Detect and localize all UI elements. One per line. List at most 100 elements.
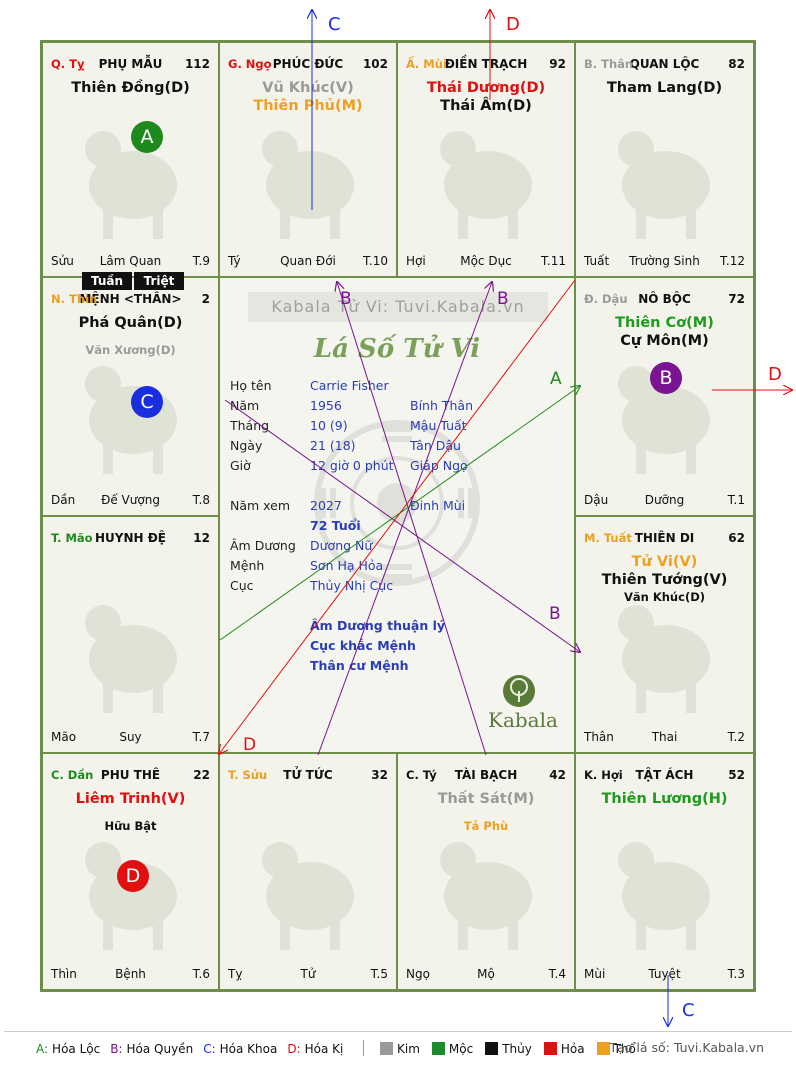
info-label: Họ tên bbox=[230, 378, 272, 393]
pig-zodiac-icon bbox=[618, 842, 710, 950]
palace-name: HUYNH ĐỆ bbox=[95, 531, 166, 545]
palace-branch: N. Thìn bbox=[51, 292, 98, 306]
palace-stars: Thiên Cơ(M) Cự Môn(M) bbox=[576, 314, 753, 350]
label-top-c: C bbox=[328, 14, 341, 35]
footer-left: Dần bbox=[51, 493, 76, 507]
site-watermark: Kabala Tử Vi: Tuvi.Kabala.vn bbox=[248, 292, 548, 322]
palace-footer: Tuyệt Mùi T.3 bbox=[584, 967, 745, 981]
palace-cell: TÀI BẠCH C. Tý 42 Thất Sát(M) Tả Phù Mộ Ngọ T.4 bbox=[397, 753, 575, 990]
palace-footer: Quan Đới Tý T.10 bbox=[228, 254, 388, 268]
info-value: 10 (9) bbox=[310, 418, 348, 433]
palace-branch: C. Tý bbox=[406, 768, 437, 782]
goat-zodiac-icon bbox=[440, 131, 532, 239]
info-note: Âm Dương thuận lý bbox=[310, 618, 446, 633]
transform-marker-a: A bbox=[131, 121, 163, 153]
minor-star bbox=[398, 808, 574, 818]
minor-star bbox=[43, 808, 218, 818]
palace-cell: NÔ BỘC Đ. Dậu 72 Thiên Cơ(M) Cự Môn(M) B Dưỡng… bbox=[575, 277, 754, 516]
tuan-tag: Tuần bbox=[82, 272, 132, 290]
legend-transform-label: Hóa Lộc bbox=[52, 1042, 101, 1056]
palace-branch: Đ. Dậu bbox=[584, 292, 628, 306]
palace-header: PHÚC ĐỨC G. Ngọ 102 bbox=[228, 57, 388, 73]
palace-header: HUYNH ĐỆ T. Mão 12 bbox=[51, 531, 210, 547]
footer-right: T.10 bbox=[363, 254, 388, 268]
transform-marker-c: C bbox=[131, 386, 163, 418]
info-value-canchi: Giáp Ngọ bbox=[410, 458, 468, 473]
legend-element-label: Thủy bbox=[502, 1042, 532, 1056]
info-label: Năm bbox=[230, 398, 260, 413]
kabala-logo: Kabala bbox=[488, 674, 568, 734]
palace-name: PHỤ MẪU bbox=[98, 57, 163, 71]
main-star: Tham Lang(D) bbox=[606, 80, 723, 96]
footer-right: T.7 bbox=[192, 730, 210, 744]
info-label: Tháng bbox=[230, 418, 270, 433]
main-star: Thiên Lương(H) bbox=[601, 791, 728, 807]
palace-footer: Tử Tỵ T.5 bbox=[228, 967, 388, 981]
footer-right: T.11 bbox=[541, 254, 566, 268]
palace-header: NÔ BỘC Đ. Dậu 72 bbox=[584, 292, 745, 308]
footer-mid: Thai bbox=[651, 730, 678, 744]
footer-left: Tỵ bbox=[228, 967, 243, 981]
palace-branch: T. Sửu bbox=[228, 768, 268, 782]
palace-name: ĐIỀN TRẠCH bbox=[444, 57, 528, 71]
palace-score: 32 bbox=[371, 768, 388, 782]
footer-right: T.12 bbox=[720, 254, 745, 268]
footer-right: T.2 bbox=[727, 730, 745, 744]
palace-name: PHU THÊ bbox=[100, 768, 161, 782]
palace-score: 52 bbox=[728, 768, 745, 782]
info-value-canchi: Bính Thân bbox=[410, 398, 474, 413]
triet-tag: Triệt bbox=[134, 272, 184, 290]
info-value-canchi: Mậu Tuất bbox=[410, 418, 467, 433]
legend-transform-key: C: bbox=[203, 1042, 216, 1056]
palace-header: PHỤ MẪU Q. Tỵ 112 bbox=[51, 57, 210, 73]
palace-score: 72 bbox=[728, 292, 745, 306]
palace-score: 42 bbox=[549, 768, 566, 782]
minor-star: Hữu Bật bbox=[104, 819, 157, 833]
dog-zodiac-icon bbox=[618, 605, 710, 713]
transform-marker-d: D bbox=[117, 860, 149, 892]
info-value: 12 giờ 0 phút bbox=[310, 458, 394, 473]
legend-credit[interactable]: Tạo lá số: Tuvi.Kabala.vn bbox=[609, 1040, 764, 1055]
palace-cell: HUYNH ĐỆ T. Mão 12 Suy Mão T.7 bbox=[42, 516, 219, 753]
legend-transform-key: B: bbox=[110, 1042, 123, 1056]
main-star: Thiên Tướng(V) bbox=[601, 572, 728, 588]
footer-left: Tý bbox=[228, 254, 241, 268]
monkey-zodiac-icon bbox=[618, 131, 710, 239]
palace-header: TỬ TỨC T. Sửu 32 bbox=[228, 768, 388, 784]
palace-header: MỆNH <THÂN> N. Thìn 2 bbox=[51, 292, 210, 308]
palace-cell: PHÚC ĐỨC G. Ngọ 102 Vũ Khúc(V) Thiên Phủ(M) Q… bbox=[219, 42, 397, 277]
info-value: Carrie Fisher bbox=[310, 378, 389, 393]
palace-name: NÔ BỘC bbox=[638, 292, 691, 306]
minor-star: Văn Khúc(D) bbox=[623, 590, 705, 604]
footer-left: Sửu bbox=[51, 254, 74, 268]
legend-element-label: Kim bbox=[397, 1042, 420, 1056]
palace-name: PHÚC ĐỨC bbox=[272, 57, 344, 71]
info-value: Thủy Nhị Cục bbox=[310, 578, 394, 593]
legend-sep bbox=[363, 1040, 365, 1056]
palace-score: 82 bbox=[728, 57, 745, 71]
palace-stars: Thất Sát(M) Tả Phù bbox=[398, 790, 574, 834]
palace-score: 112 bbox=[184, 57, 210, 71]
info-label: Năm xem bbox=[230, 498, 291, 513]
footer-left: Mão bbox=[51, 730, 77, 744]
footer-mid: Suy bbox=[119, 730, 142, 744]
transform-marker-b: B bbox=[650, 362, 682, 394]
palace-branch: K. Hợi bbox=[584, 768, 623, 782]
palace-cell: PHU THÊ C. Dần 22 Liêm Trinh(V) Hữu Bật D Bệnh… bbox=[42, 753, 219, 990]
main-star: Thiên Đồng(D) bbox=[71, 80, 190, 96]
footer-left: Thìn bbox=[51, 967, 77, 981]
footer-left: Thân bbox=[584, 730, 614, 744]
footer-left: Tuất bbox=[584, 254, 610, 268]
legend: A: Hóa Lộc B: Hóa Quyền C: Hóa Khoa D: Hóa Kị K… bbox=[36, 1040, 648, 1060]
footer-left: Ngọ bbox=[406, 967, 430, 981]
palace-score: 102 bbox=[362, 57, 388, 71]
legend-element-label: Hỏa bbox=[560, 1042, 585, 1056]
palace-stars: Thiên Đồng(D) bbox=[43, 79, 218, 97]
main-star: Tử Vi(V) bbox=[631, 554, 698, 570]
palace-header: PHU THÊ C. Dần 22 bbox=[51, 768, 210, 784]
footer-mid: Trường Sinh bbox=[629, 254, 700, 268]
footer-mid: Lâm Quan bbox=[99, 254, 162, 268]
main-star: Thất Sát(M) bbox=[437, 791, 535, 807]
info-value-canchi: Đinh Mùi bbox=[410, 498, 466, 513]
palace-footer: Bệnh Thìn T.6 bbox=[51, 967, 210, 981]
